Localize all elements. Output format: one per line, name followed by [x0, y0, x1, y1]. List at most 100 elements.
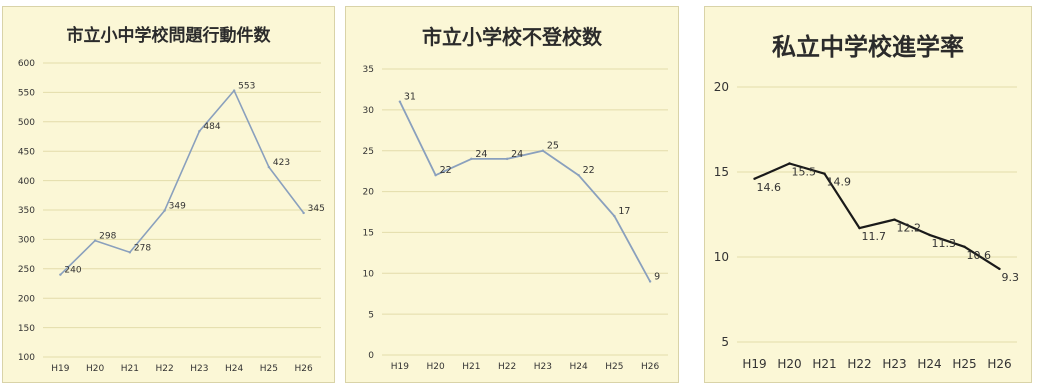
- data-point: [753, 177, 756, 180]
- x-tick-label: H20: [777, 357, 801, 371]
- data-label: 22: [583, 165, 595, 176]
- series-line: [754, 162, 1001, 270]
- x-tick-label: H22: [847, 357, 871, 371]
- x-tick-label: H22: [156, 364, 174, 374]
- y-tick-label: 10: [363, 269, 375, 279]
- x-tick-label: H26: [641, 362, 659, 372]
- series-line: [59, 89, 305, 276]
- data-label: 24: [511, 149, 523, 160]
- data-point: [59, 273, 62, 276]
- chart-title: 私立中学校進学率: [772, 33, 964, 61]
- x-tick-label: H22: [498, 362, 516, 372]
- y-tick-label: 15: [363, 229, 374, 239]
- data-label: 349: [169, 202, 186, 212]
- x-tick-label: H26: [987, 357, 1011, 371]
- chart-title: 市立小学校不登校数: [422, 25, 602, 49]
- y-tick-label: 0: [368, 351, 374, 361]
- y-tick-label: 450: [18, 147, 35, 157]
- data-label: 240: [64, 266, 81, 276]
- data-point: [128, 251, 132, 254]
- data-label: 22: [440, 165, 452, 176]
- data-point: [302, 211, 305, 215]
- x-tick-label: H21: [121, 364, 139, 374]
- x-tick-label: H21: [462, 362, 480, 372]
- x-tick-label: H25: [605, 362, 623, 372]
- data-point: [93, 239, 97, 242]
- data-point: [198, 130, 201, 133]
- y-tick-label: 550: [18, 89, 35, 99]
- data-label: 14.6: [757, 181, 782, 194]
- data-label: 10.6: [967, 249, 992, 262]
- x-tick-label: H25: [952, 357, 976, 371]
- x-tick-label: H24: [225, 364, 243, 374]
- data-label: 298: [99, 232, 116, 242]
- y-tick-label: 100: [18, 353, 35, 363]
- y-tick-label: 200: [18, 294, 35, 304]
- x-tick-label: H23: [190, 364, 208, 374]
- line-chart: 5 10 15 20 H19 H20 H21 H22 H23 H24 H25 H26 14.6 15.5 1…: [714, 80, 1020, 371]
- x-tick-label: H19: [742, 357, 766, 371]
- data-label: 484: [203, 122, 220, 132]
- series-line: [399, 101, 651, 282]
- data-label: 423: [273, 158, 290, 168]
- data-point: [858, 226, 861, 230]
- data-label: 25: [547, 141, 559, 152]
- x-tick-label: H19: [391, 362, 409, 372]
- data-point: [163, 209, 166, 212]
- x-tick-label: H19: [51, 364, 69, 374]
- y-tick-label: 10: [714, 250, 729, 264]
- data-point: [893, 218, 896, 221]
- data-label: 9: [654, 271, 660, 282]
- chart-panel-private-school-rate: 私立中学校進学率 5 10 15 20 H19 H20 H21 H22 H23 H24 H25 H26…: [704, 6, 1032, 383]
- data-label: 11.3: [932, 237, 957, 250]
- line-chart: 0 5 10 15 20 25 30 35 H19 H20 H21 H22 H23 H24 H25 H26 31…: [363, 65, 668, 372]
- data-point: [470, 157, 473, 161]
- y-tick-label: 400: [18, 177, 35, 187]
- y-tick-label: 30: [363, 106, 375, 116]
- chart-panel-non-attendance: 市立小学校不登校数 0 5 10 15 20 25 30 35 H19 H20 H21 H22 H23 H…: [345, 6, 679, 383]
- x-tick-label: H23: [534, 362, 552, 372]
- data-point: [398, 100, 402, 103]
- x-tick-label: H23: [882, 357, 906, 371]
- data-point: [613, 214, 616, 218]
- x-tick-label: H26: [295, 364, 313, 374]
- data-point: [267, 165, 271, 169]
- chart-title: 市立小中学校問題行動件数: [66, 26, 271, 46]
- y-tick-label: 25: [363, 147, 374, 157]
- data-label: 15.5: [792, 166, 817, 179]
- x-tick-label: H21: [812, 357, 836, 371]
- data-label: 24: [475, 149, 487, 160]
- x-tick-label: H25: [260, 364, 278, 374]
- data-label: 345: [308, 204, 325, 214]
- data-point: [998, 267, 1001, 271]
- y-tick-label: 600: [18, 59, 35, 69]
- line-chart: 100 150 200 250 300 350 400 450 500 550 600 H19 H20 H…: [18, 59, 325, 374]
- data-point: [928, 233, 931, 237]
- x-tick-label: H24: [570, 362, 588, 372]
- data-label: 12.2: [897, 222, 922, 235]
- data-label: 553: [238, 82, 255, 92]
- data-point: [577, 174, 580, 177]
- data-point: [232, 89, 236, 92]
- data-point: [823, 172, 826, 175]
- y-tick-label: 15: [714, 165, 729, 179]
- y-tick-label: 300: [18, 236, 35, 246]
- data-point: [541, 149, 545, 152]
- y-tick-label: 150: [18, 324, 35, 334]
- y-tick-label: 20: [714, 80, 729, 94]
- y-tick-label: 350: [18, 206, 35, 216]
- data-point: [505, 157, 509, 161]
- data-point: [963, 245, 966, 248]
- data-label: 14.9: [827, 176, 852, 189]
- data-label: 278: [134, 243, 151, 253]
- y-tick-label: 5: [721, 335, 729, 349]
- y-tick-label: 5: [368, 310, 374, 320]
- y-tick-label: 250: [18, 265, 35, 275]
- chart-panel-problem-behavior: 市立小中学校問題行動件数 100 150 200 250 300 350 400 450 500…: [2, 6, 335, 383]
- data-label: 31: [404, 92, 416, 103]
- y-tick-label: 20: [363, 188, 375, 198]
- x-tick-label: H24: [917, 357, 941, 371]
- data-label: 9.3: [1002, 271, 1020, 284]
- y-tick-label: 35: [363, 65, 374, 75]
- data-point: [788, 162, 791, 165]
